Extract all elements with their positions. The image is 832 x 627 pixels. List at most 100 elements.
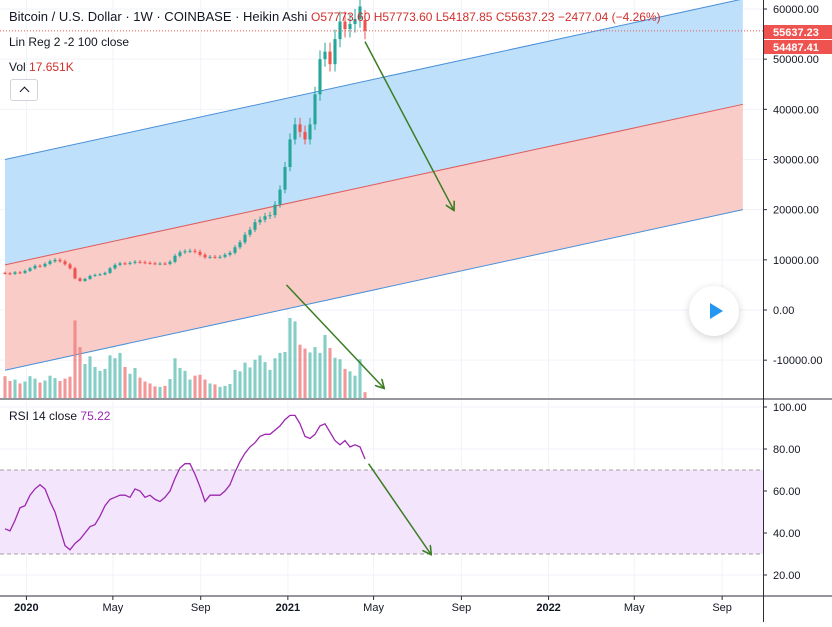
volume-bar bbox=[113, 358, 116, 398]
candle-body bbox=[333, 39, 336, 64]
play-button[interactable] bbox=[689, 286, 739, 336]
volume-bar bbox=[363, 392, 366, 398]
volume-bar bbox=[308, 352, 311, 398]
volume-bar bbox=[33, 379, 36, 398]
candle-body bbox=[198, 252, 201, 255]
candle-body bbox=[163, 264, 166, 265]
volume-bar bbox=[203, 380, 206, 398]
candle-body bbox=[278, 190, 281, 205]
volume-bar bbox=[263, 362, 266, 398]
time-tick-label: Sep bbox=[191, 602, 211, 614]
volume-bar bbox=[278, 353, 281, 398]
candle-body bbox=[303, 132, 306, 140]
volume-bar bbox=[193, 376, 196, 398]
price-tick-label: 20000.00 bbox=[773, 205, 819, 217]
volume-bar bbox=[63, 379, 66, 398]
volume-bar bbox=[108, 355, 111, 398]
candle-body bbox=[313, 94, 316, 124]
candle-body bbox=[348, 24, 351, 29]
candle-body bbox=[83, 279, 86, 281]
candle-body bbox=[223, 255, 226, 257]
price-tick-label: 60000.00 bbox=[773, 4, 819, 16]
volume-bar bbox=[83, 364, 86, 398]
low-price-badge-label: 54487.41 bbox=[773, 42, 819, 54]
candle-body bbox=[48, 261, 51, 264]
candle-body bbox=[148, 263, 151, 264]
rsi-tick-label: 80.00 bbox=[773, 444, 801, 456]
linreg-legend[interactable]: Lin Reg 2 -2 100 close bbox=[9, 35, 129, 49]
volume-bar bbox=[128, 374, 131, 398]
volume-bar bbox=[248, 367, 251, 398]
candle-body bbox=[93, 275, 96, 276]
candle-body bbox=[173, 256, 176, 262]
time-tick-label: May bbox=[363, 602, 384, 614]
candle-body bbox=[288, 139, 291, 167]
candle-body bbox=[248, 230, 251, 235]
volume-bar bbox=[143, 382, 146, 398]
candle-body bbox=[318, 59, 321, 94]
volume-bar bbox=[23, 382, 26, 398]
volume-bar bbox=[148, 383, 151, 398]
volume-bar bbox=[318, 353, 321, 398]
volume-bar bbox=[103, 369, 106, 398]
volume-legend[interactable]: Vol 17.651K bbox=[9, 60, 74, 74]
candle-body bbox=[338, 22, 341, 40]
collapse-legend-button[interactable] bbox=[10, 79, 38, 101]
time-tick-label: 2020 bbox=[14, 602, 38, 614]
linreg-label: Lin Reg 2 -2 100 close bbox=[9, 35, 129, 49]
candle-body bbox=[43, 264, 46, 267]
candle-body bbox=[243, 235, 246, 243]
candle-body bbox=[263, 216, 266, 220]
rsi-tick-label: 100.00 bbox=[773, 402, 807, 414]
volume-bar bbox=[58, 381, 61, 398]
volume-bar bbox=[353, 376, 356, 398]
candle-body bbox=[208, 257, 211, 258]
volume-bar bbox=[258, 355, 261, 398]
candle-body bbox=[88, 276, 91, 279]
rsi-legend[interactable]: RSI 14 close 75.22 bbox=[9, 409, 110, 423]
volume-bar bbox=[133, 368, 136, 398]
volume-bar bbox=[3, 376, 6, 398]
volume-bar bbox=[173, 358, 176, 398]
symbol-title: Bitcoin / U.S. Dollar · 1W · COINBASE · … bbox=[9, 9, 307, 24]
volume-bar bbox=[228, 384, 231, 398]
price-tick-label: 40000.00 bbox=[773, 104, 819, 116]
candle-body bbox=[78, 278, 81, 281]
last-price-badge-label: 55637.23 bbox=[773, 27, 819, 39]
candle-body bbox=[23, 271, 26, 273]
volume-bar bbox=[273, 358, 276, 398]
candle-body bbox=[143, 262, 146, 263]
volume-bar bbox=[303, 349, 306, 398]
candle-body bbox=[213, 257, 216, 258]
main-pane bbox=[0, 0, 763, 398]
rsi-tick-label: 40.00 bbox=[773, 528, 801, 540]
volume-bar bbox=[213, 384, 216, 398]
candle-body bbox=[298, 124, 301, 132]
volume-bar bbox=[13, 380, 16, 398]
time-tick-label: 2022 bbox=[536, 602, 560, 614]
volume-bar bbox=[118, 353, 121, 398]
candle-body bbox=[178, 252, 181, 256]
candle-body bbox=[128, 263, 131, 264]
volume-bar bbox=[78, 347, 81, 398]
time-tick-label: Sep bbox=[712, 602, 732, 614]
candle-body bbox=[233, 247, 236, 253]
volume-bar bbox=[313, 347, 316, 398]
candle-body bbox=[13, 272, 16, 274]
candle-body bbox=[138, 262, 141, 263]
volume-bar bbox=[323, 335, 326, 398]
candle-body bbox=[98, 274, 101, 275]
volume-bar bbox=[198, 375, 201, 398]
volume-bar bbox=[153, 386, 156, 398]
volume-bar bbox=[208, 383, 211, 398]
volume-bar bbox=[283, 352, 286, 398]
candle-body bbox=[58, 260, 61, 262]
candle-body bbox=[188, 251, 191, 252]
price-tick-label: -10000.00 bbox=[773, 355, 823, 367]
volume-bar bbox=[183, 371, 186, 398]
candle-body bbox=[168, 262, 171, 264]
candle-body bbox=[183, 251, 186, 252]
volume-bar bbox=[218, 387, 221, 398]
volume-bar bbox=[53, 378, 56, 398]
price-tick-label: 0.00 bbox=[773, 305, 794, 317]
